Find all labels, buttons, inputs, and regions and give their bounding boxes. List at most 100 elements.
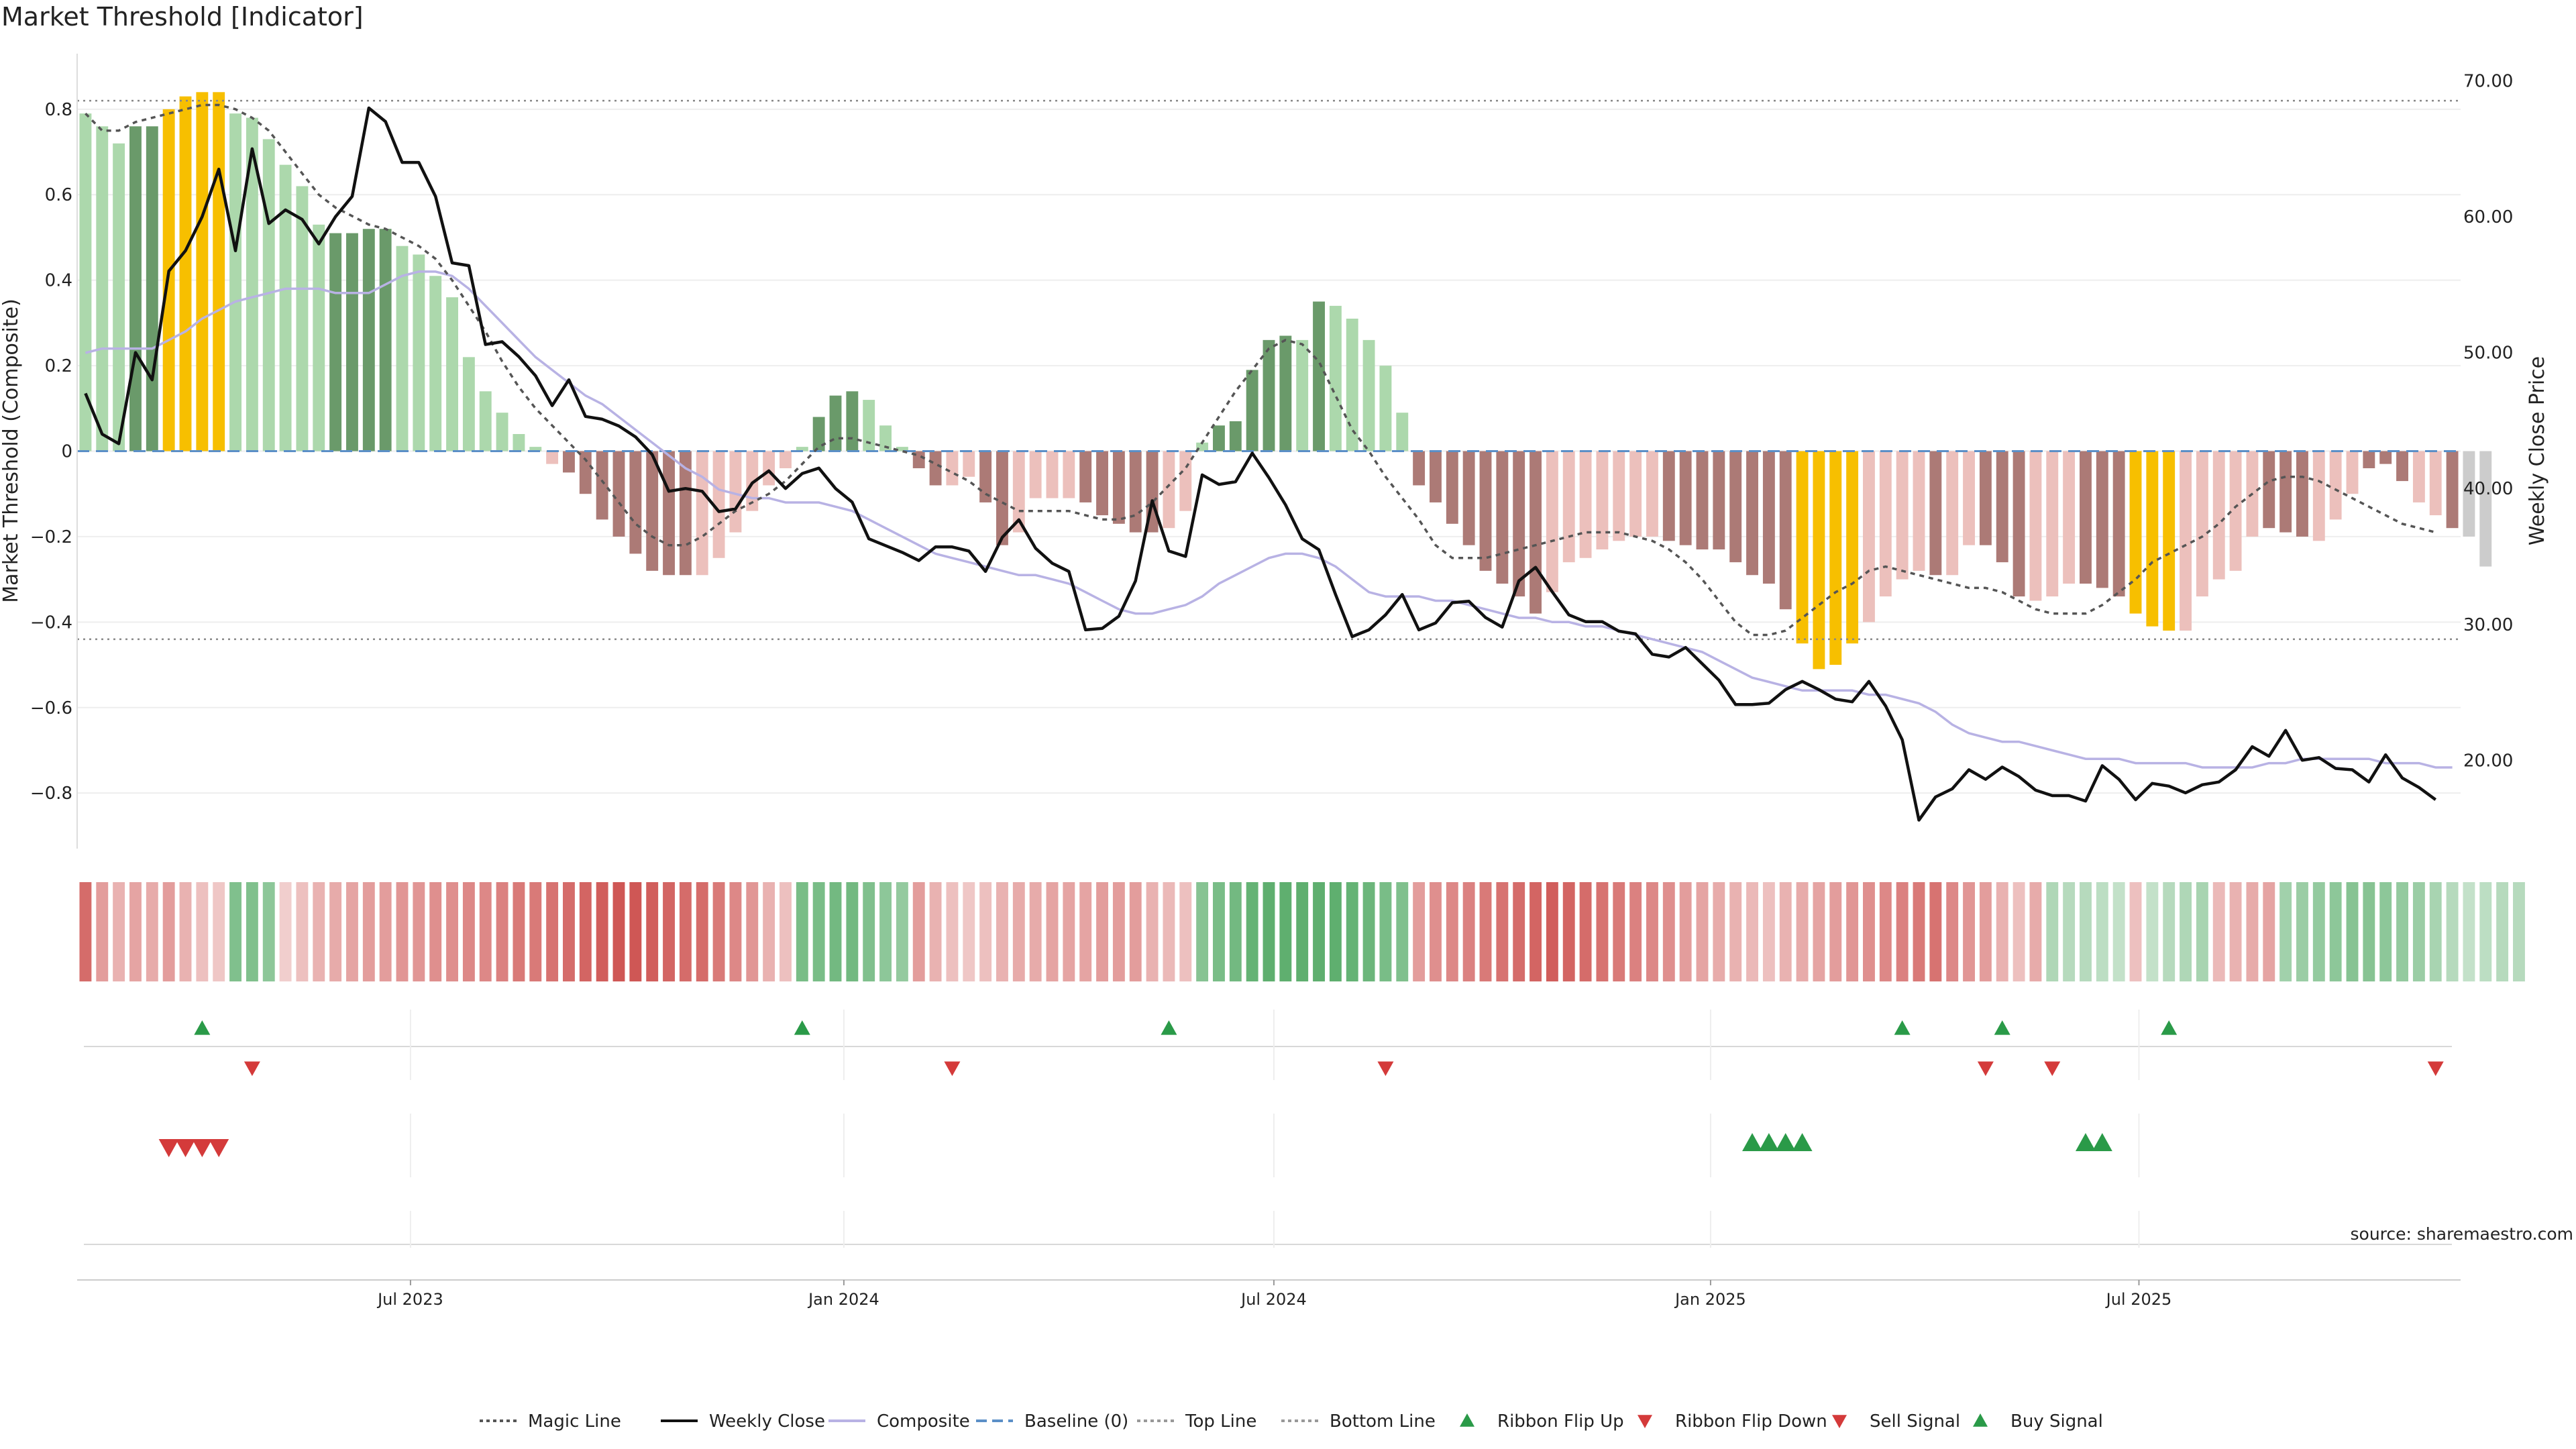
composite-bar (1996, 451, 2008, 563)
ribbon-cell (1213, 882, 1225, 981)
ribbon-cell (1413, 882, 1426, 981)
buy-signal-marker (1792, 1133, 1813, 1151)
ribbon-cell (446, 882, 458, 981)
ribbon-cell (1046, 882, 1059, 981)
source-note: source: sharemaestro.com (2351, 1224, 2574, 1244)
magic-line (85, 103, 2436, 637)
composite-bar (379, 229, 392, 451)
composite-bar (1929, 451, 1942, 576)
ribbon-flip-up-marker (194, 1020, 211, 1035)
ribbon-flip-up-marker (2161, 1020, 2178, 1035)
ribbon-cell (2396, 882, 2408, 981)
ribbon-cell (2180, 882, 2192, 981)
legend-item: Baseline (0) (976, 1411, 1128, 1432)
ribbon-cell (246, 882, 258, 981)
legend-item: Bottom Line (1281, 1411, 1436, 1432)
composite-bar (663, 451, 675, 576)
composite-bar (2146, 451, 2159, 627)
ribbon-cell (879, 882, 892, 981)
ribbon-cell (296, 882, 309, 981)
ribbon-cell (2479, 882, 2492, 981)
ribbon-strip (79, 882, 2525, 981)
composite-bar (2046, 451, 2059, 597)
ribbon-cell (2163, 882, 2176, 981)
composite-bar (296, 186, 309, 451)
ribbon-cell (696, 882, 708, 981)
ribbon-cell (79, 882, 92, 981)
ribbon-cell (1562, 882, 1575, 981)
ribbon-flip-down-marker (1377, 1061, 1394, 1076)
ribbon-flip-down-marker (244, 1061, 260, 1076)
ribbon-cell (1079, 882, 1092, 981)
ribbon-cell (1796, 882, 1809, 981)
composite-bar (529, 447, 542, 451)
ribbon-cell (2463, 882, 2475, 981)
ribbon-cell (579, 882, 592, 981)
ribbon-flip-down-marker (2427, 1061, 2444, 1076)
composite-bar (879, 425, 892, 451)
ribbon-flip-up-marker (1161, 1020, 1177, 1035)
composite-bar (1762, 451, 1775, 584)
composite-bar (1662, 451, 1675, 541)
composite-bar (1063, 451, 1075, 498)
composite-bar (2196, 451, 2208, 597)
right-axis-label: Weekly Close Price (2526, 356, 2549, 545)
legend: Magic Line Weekly Close Composite Baseline … (480, 1411, 2103, 1432)
ribbon-cell (396, 882, 409, 981)
ribbon-cell (2046, 882, 2059, 981)
ribbon-cell (796, 882, 808, 981)
time-axis: Jul 2023 Jan 2024 Jul 2024 Jan 2025 Jul 2025 (77, 1279, 2461, 1309)
composite-bar (1096, 451, 1108, 516)
composite-bar (146, 126, 158, 451)
buy-signal-marker (2075, 1133, 2096, 1151)
composite-bar (2112, 451, 2125, 597)
left-tick-label: 0.2 (45, 356, 72, 376)
composite-bar (1529, 451, 1542, 614)
composite-bar (2312, 451, 2325, 541)
composite-bar (1430, 451, 1442, 502)
composite-bar (2212, 451, 2225, 580)
ribbon-cell (379, 882, 392, 981)
composite-bar (763, 451, 775, 486)
legend-swatch (1832, 1415, 1847, 1428)
legend-swatch (1973, 1413, 1988, 1427)
ribbon-cell (596, 882, 608, 981)
composite-bar (1863, 451, 1875, 623)
composite-bar (496, 413, 508, 451)
composite-bar (829, 395, 842, 451)
ribbon-cell (1546, 882, 1558, 981)
ribbon-cell (1129, 882, 1142, 981)
ribbon-cell (1396, 882, 1409, 981)
composite-bar (1562, 451, 1575, 563)
right-tick-label: 50.00 (2463, 343, 2513, 364)
composite-bar (1646, 451, 1658, 537)
ribbon-flip-down-marker (1977, 1061, 1994, 1076)
ribbon-cell (2363, 882, 2375, 981)
axes: 0.8 0.6 0.4 0.2 0 −0.2 −0.4 −0.6 −0.8 70.00 60.00 5… (0, 54, 2549, 849)
ribbon-cell (1746, 882, 1758, 981)
composite-bar (1479, 451, 1492, 571)
ribbon-cell (763, 882, 775, 981)
ribbon-cell (2279, 882, 2292, 981)
composite-bar (246, 117, 258, 451)
composite-bar (229, 113, 241, 451)
composite-bar (1713, 451, 1725, 550)
composite-bar (1129, 451, 1142, 533)
ribbon-cell (1679, 882, 1692, 981)
ribbon-cell (1929, 882, 1942, 981)
composite-bar (596, 451, 608, 520)
legend-label: Weekly Close (709, 1411, 825, 1432)
ribbon-cell (1462, 882, 1475, 981)
legend-label: Buy Signal (2010, 1411, 2103, 1432)
legend-item: Ribbon Flip Down (1638, 1411, 1827, 1432)
ribbon-cell (2146, 882, 2159, 981)
sell-signal-marker (209, 1139, 229, 1157)
composite-bar (796, 447, 808, 451)
ribbon-cell (529, 882, 542, 981)
ribbon-cell (1346, 882, 1358, 981)
x-tick-label: Jul 2025 (2105, 1290, 2172, 1309)
composite-bar (1829, 451, 1842, 665)
composite-bar (1896, 451, 1909, 580)
ribbon-cell (2029, 882, 2042, 981)
ribbon-cell (829, 882, 842, 981)
